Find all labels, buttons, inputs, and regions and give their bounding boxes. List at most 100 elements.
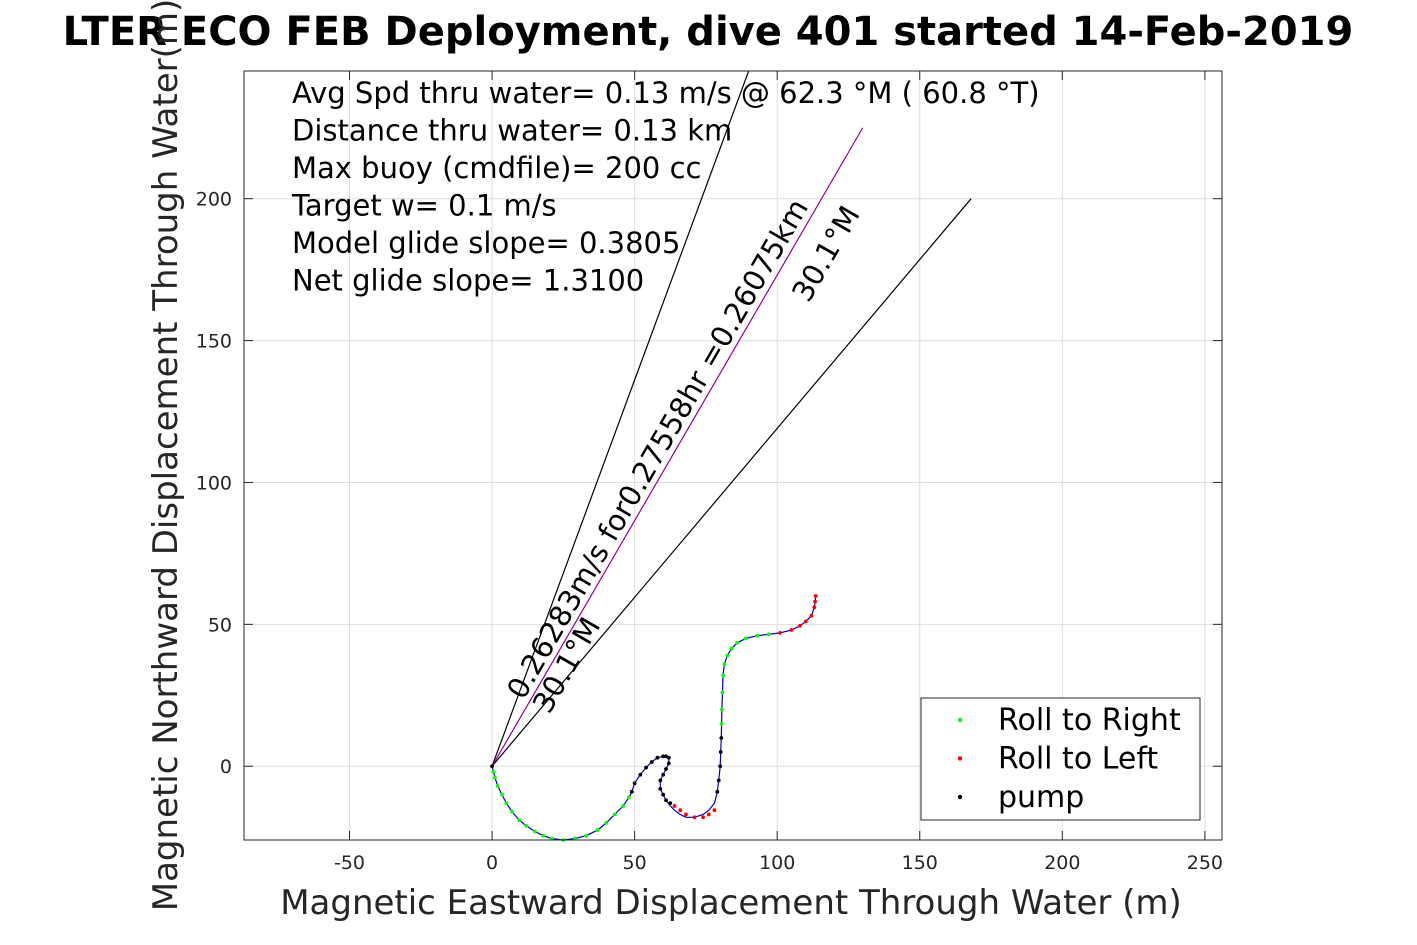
roll-to-left-point bbox=[684, 812, 688, 817]
roll-to-left-point bbox=[701, 815, 705, 820]
roll-to-left-point bbox=[809, 613, 814, 618]
roll-to-left-point bbox=[712, 808, 717, 813]
pump-point bbox=[664, 754, 668, 759]
roll-to-left-point bbox=[692, 815, 697, 820]
x-tick-label: 100 bbox=[759, 852, 795, 874]
pump-point bbox=[658, 787, 663, 791]
x-tick-label: 150 bbox=[902, 852, 938, 874]
legend-box bbox=[920, 697, 1201, 821]
roll-to-right-point bbox=[721, 673, 725, 678]
pump-point bbox=[655, 755, 660, 760]
roll-to-right-point bbox=[595, 828, 600, 832]
roll-to-right-point bbox=[495, 784, 500, 788]
x-tick-label: 200 bbox=[1044, 852, 1080, 874]
guide-lines bbox=[491, 70, 972, 767]
pump-point bbox=[668, 801, 673, 806]
info-line: Net glide slope= 1.3100 bbox=[292, 264, 644, 298]
info-line: Max buoy (cmdfile)= 200 cc bbox=[292, 151, 701, 185]
roll-to-right-point bbox=[755, 633, 760, 638]
roll-to-right-point bbox=[532, 829, 537, 834]
legend-marker bbox=[957, 794, 963, 800]
pump-point bbox=[718, 750, 723, 754]
roll-to-right-point bbox=[541, 833, 546, 838]
legend-marker bbox=[957, 756, 963, 761]
roll-to-right-point bbox=[725, 653, 730, 658]
y-tick-labels: 0 50 100 150 200 bbox=[196, 189, 232, 779]
pump-point bbox=[664, 798, 668, 803]
pump-point bbox=[661, 754, 666, 759]
pump-point bbox=[661, 792, 666, 797]
roll-to-right-point bbox=[517, 818, 522, 823]
x-tick-label: 250 bbox=[1187, 852, 1223, 874]
legend-marker bbox=[957, 717, 963, 723]
plot-frame bbox=[243, 70, 1223, 841]
data-points bbox=[490, 594, 818, 842]
legend-label: pump bbox=[998, 780, 1084, 815]
roll-to-right-point bbox=[722, 662, 727, 666]
pump-point bbox=[716, 778, 721, 783]
y-tick-label: 50 bbox=[208, 614, 232, 636]
pump-point bbox=[629, 789, 634, 794]
info-text-block: Avg Spd thru water= 0.13 m/s @ 62.3 °M (… bbox=[291, 76, 1040, 298]
pump-point bbox=[715, 789, 720, 794]
x-tick-label: 50 bbox=[623, 852, 647, 874]
roll-to-left-point bbox=[672, 804, 677, 808]
axis-ticks bbox=[244, 71, 1222, 840]
y-tick-label: 0 bbox=[220, 756, 232, 778]
roll-to-right-point bbox=[621, 804, 626, 808]
roll-to-right-point bbox=[584, 833, 589, 838]
roll-to-right-point bbox=[735, 640, 740, 645]
pump-point bbox=[718, 764, 723, 769]
y-tick-label: 200 bbox=[196, 189, 232, 211]
x-tick-label: 0 bbox=[486, 852, 498, 874]
pump-point bbox=[666, 761, 671, 766]
roll-to-right-point bbox=[743, 636, 748, 641]
roll-to-left-point bbox=[813, 599, 818, 604]
roll-to-right-point bbox=[510, 809, 514, 814]
roll-to-right-point bbox=[612, 812, 617, 817]
roll-to-right-point bbox=[493, 775, 497, 780]
roll-to-right-point bbox=[766, 632, 771, 637]
x-axis-label: Magnetic Eastward Displacement Through W… bbox=[280, 883, 1182, 923]
heading-line-shadow bbox=[491, 127, 863, 767]
y-tick-label: 100 bbox=[196, 472, 232, 494]
roll-to-left-point bbox=[678, 808, 683, 813]
roll-to-left-point bbox=[803, 619, 808, 624]
info-line: Avg Spd thru water= 0.13 m/s @ 62.3 °M (… bbox=[292, 76, 1040, 110]
roll-to-right-point bbox=[604, 821, 609, 825]
roll-to-left-point bbox=[798, 623, 802, 628]
pump-point bbox=[632, 781, 637, 786]
roll-to-right-point bbox=[524, 823, 529, 828]
pump-point bbox=[661, 772, 666, 777]
roll-to-left-point bbox=[813, 594, 818, 598]
pump-point bbox=[664, 767, 668, 771]
chart-title: LTER ECO FEB Deployment, dive 401 starte… bbox=[63, 9, 1354, 55]
pump-point bbox=[719, 735, 724, 740]
roll-to-left-point bbox=[706, 812, 711, 817]
pump-point bbox=[490, 764, 494, 769]
roll-to-left-point bbox=[789, 628, 794, 632]
upper-bound-line bbox=[491, 70, 750, 767]
roll-to-left-point bbox=[812, 605, 817, 610]
info-line: Model glide slope= 0.3805 bbox=[292, 226, 680, 260]
pump-point bbox=[638, 772, 643, 777]
y-tick-label: 150 bbox=[196, 331, 232, 353]
roll-to-right-point bbox=[719, 707, 724, 712]
roll-to-right-point bbox=[627, 795, 631, 800]
roll-to-right-point bbox=[729, 646, 734, 651]
roll-to-right-point bbox=[504, 801, 509, 806]
roll-to-right-point bbox=[500, 792, 504, 797]
legend-label: Roll to Left bbox=[998, 742, 1158, 777]
x-tick-label: -50 bbox=[334, 852, 365, 874]
legend-label: Roll to Right bbox=[998, 703, 1181, 738]
roll-to-right-point bbox=[720, 690, 725, 695]
grid-lines bbox=[244, 71, 1222, 840]
info-line: Target w= 0.1 m/s bbox=[291, 189, 557, 223]
plot-area: 0.26283m/s for0.27558hr =0.26075km30.1°M… bbox=[243, 70, 1223, 842]
roll-to-right-point bbox=[491, 769, 496, 774]
roll-to-right-point bbox=[719, 721, 724, 726]
lower-bound-line bbox=[491, 198, 972, 767]
x-tick-labels: -50 0 50 100 150 200 250 bbox=[334, 852, 1223, 874]
